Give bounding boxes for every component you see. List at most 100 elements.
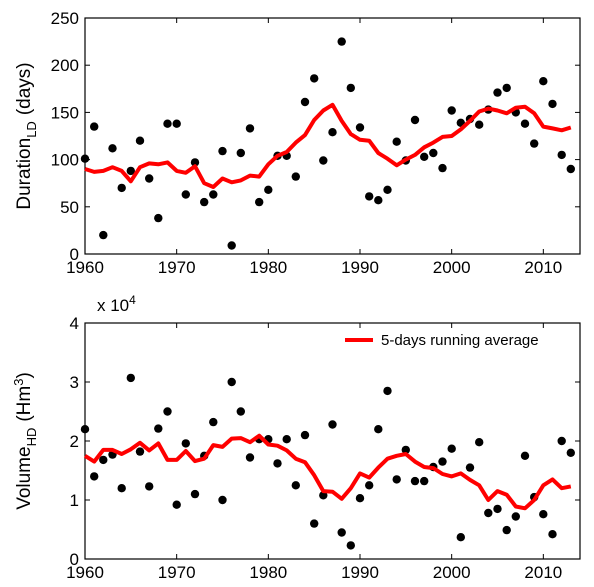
- y-title-sup: 3: [11, 379, 26, 386]
- y-multiplier: x 104: [97, 293, 136, 315]
- data-point: [163, 407, 172, 416]
- data-point: [456, 533, 465, 542]
- data-point: [429, 148, 438, 158]
- data-point: [420, 152, 429, 161]
- data-point: [300, 97, 310, 107]
- data-point: [209, 417, 218, 427]
- x-tick-label: 2000: [433, 563, 471, 582]
- data-point: [310, 519, 319, 528]
- y-multiplier-base: x 10: [97, 296, 129, 315]
- data-point: [117, 183, 126, 193]
- plot-frame: [84, 17, 581, 255]
- running-average-line: [84, 102, 572, 189]
- data-point: [80, 154, 90, 163]
- x-tick-label: 2010: [524, 563, 562, 582]
- x-tick-label: 2000: [433, 258, 471, 277]
- data-point: [438, 457, 447, 466]
- data-point: [264, 185, 273, 194]
- data-point: [319, 156, 328, 165]
- running-average-line: [83, 433, 572, 511]
- data-point: [365, 192, 374, 201]
- data-point: [328, 420, 337, 429]
- y-tick-label: 50: [60, 198, 79, 217]
- data-point: [420, 476, 429, 486]
- data-point: [566, 448, 575, 457]
- data-point: [374, 196, 383, 205]
- y-title-main: Volume: [14, 446, 35, 509]
- data-point: [310, 74, 319, 83]
- x-tick-label: 1990: [341, 258, 379, 277]
- data-point: [502, 525, 511, 535]
- data-point: [346, 541, 355, 550]
- data-point: [145, 482, 154, 491]
- x-tick-label: 1980: [249, 563, 287, 582]
- data-point: [337, 37, 346, 46]
- data-point: [530, 139, 539, 148]
- y-title-close: ): [14, 372, 35, 378]
- data-point: [410, 476, 420, 486]
- x-tick-label: 1980: [249, 258, 287, 277]
- y-title-unit: (Hm: [14, 386, 35, 422]
- data-point: [383, 185, 392, 194]
- legend-label: 5-days running average: [381, 332, 539, 349]
- duration-panel: 1960 1970 1980 1990 2000 2010 0 50 100 150 200 250 D…: [14, 9, 581, 277]
- data-point: [190, 489, 200, 499]
- data-point: [548, 530, 557, 539]
- y-tick-label: 150: [51, 103, 79, 122]
- data-point: [392, 137, 401, 146]
- data-point: [502, 83, 511, 93]
- y-tick-label: 0: [70, 245, 79, 264]
- data-point: [557, 150, 566, 160]
- data-point: [163, 119, 172, 128]
- y-title-sub: LD: [24, 121, 39, 138]
- data-point: [236, 148, 245, 158]
- data-point: [355, 494, 365, 503]
- y-title-sub: HD: [24, 428, 39, 447]
- data-point: [365, 481, 374, 490]
- data-point: [355, 123, 365, 132]
- data-point: [438, 163, 447, 173]
- data-point: [346, 83, 355, 93]
- data-point: [181, 439, 190, 448]
- data-point: [236, 407, 245, 416]
- data-point: [80, 425, 90, 434]
- y-tick-label: 2: [70, 432, 79, 451]
- data-point: [126, 373, 135, 383]
- y-title-main: Duration: [14, 138, 35, 210]
- data-point: [493, 504, 502, 514]
- data-point: [300, 430, 310, 440]
- data-point: [291, 481, 300, 490]
- x-tick-label: 1990: [341, 563, 379, 582]
- data-point: [566, 164, 575, 174]
- y-tick-label: 100: [51, 151, 79, 170]
- data-point: [245, 124, 255, 133]
- x-tick-label: 1970: [158, 563, 196, 582]
- data-point: [135, 447, 145, 456]
- x-tick-label: 1960: [66, 258, 104, 277]
- data-point: [511, 512, 520, 521]
- data-point: [209, 190, 218, 199]
- data-point: [410, 115, 420, 125]
- data-point: [392, 475, 401, 484]
- data-point: [520, 119, 530, 128]
- data-point: [108, 144, 117, 153]
- data-point: [218, 146, 227, 156]
- data-point: [465, 463, 475, 472]
- data-point: [172, 119, 181, 128]
- data-point: [190, 158, 200, 167]
- data-point: [374, 425, 383, 434]
- data-point: [539, 510, 548, 519]
- data-point: [218, 495, 227, 505]
- data-point: [291, 172, 300, 181]
- y-tick-label: 0: [70, 550, 79, 569]
- y-tick-label: 250: [51, 9, 79, 28]
- data-point: [493, 88, 502, 97]
- data-point: [245, 453, 255, 462]
- data-point: [90, 122, 99, 131]
- data-point: [520, 451, 530, 460]
- y-tick-label: 200: [51, 56, 79, 75]
- data-point: [282, 435, 291, 444]
- data-point: [172, 500, 181, 509]
